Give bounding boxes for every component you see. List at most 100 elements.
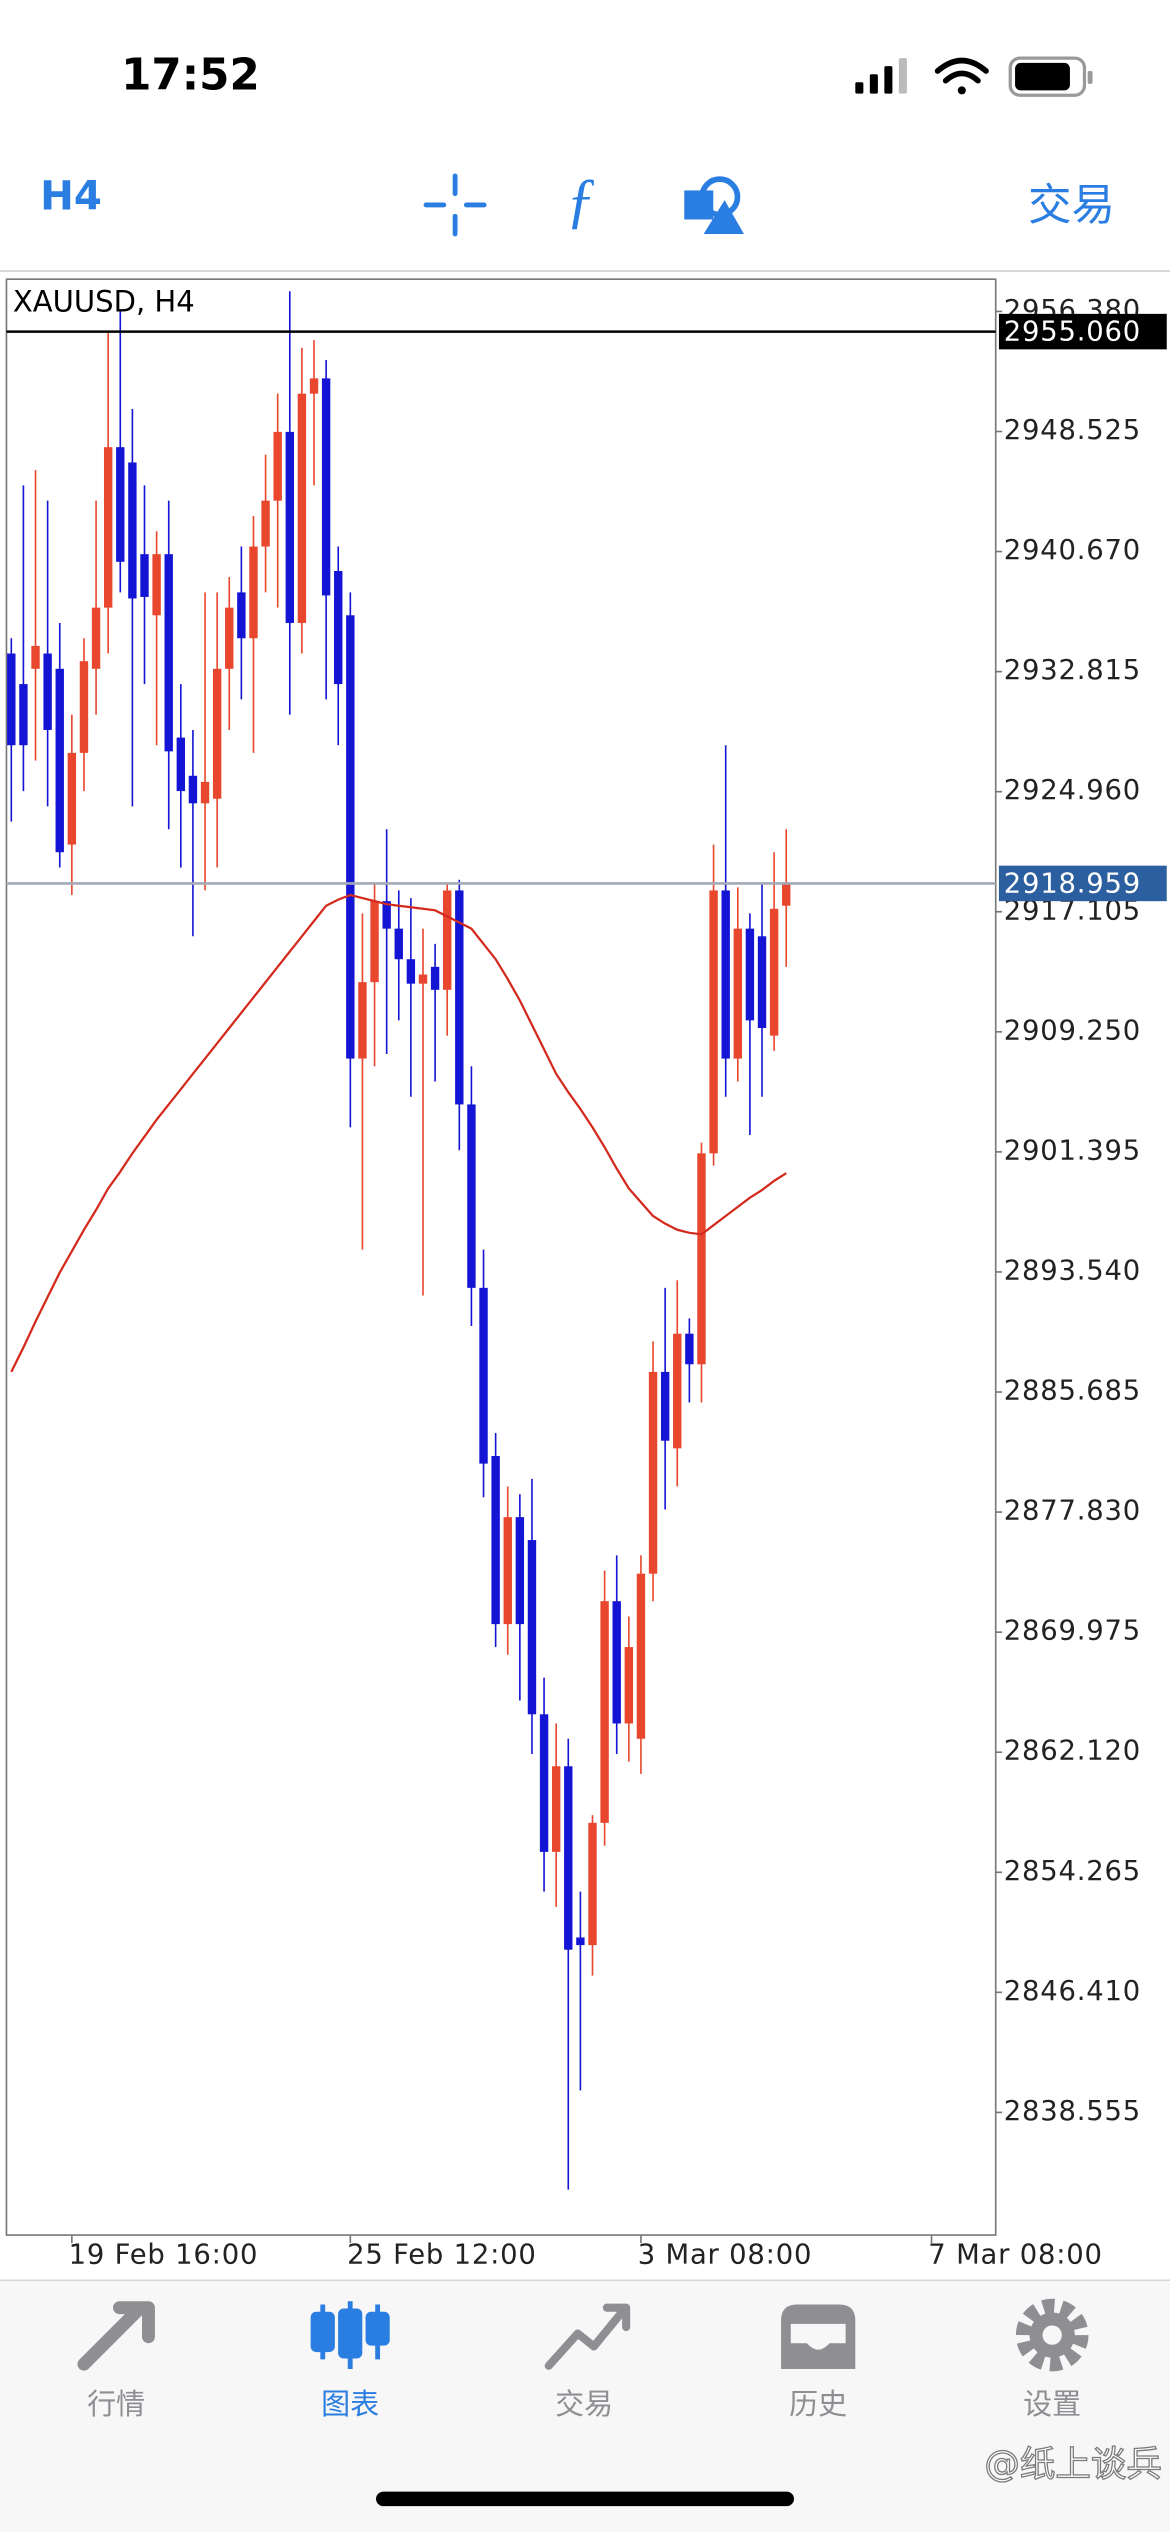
y-tick-label: 2940.670 — [1004, 535, 1141, 566]
x-tick-label: 19 Feb 16:00 — [69, 2240, 259, 2271]
status-time: 17:52 — [121, 50, 260, 100]
candle-body — [576, 1937, 585, 1946]
x-tick-label: 3 Mar 08:00 — [638, 2240, 813, 2271]
history-tab[interactable]: 历史 — [781, 2304, 856, 2421]
candle-body — [212, 668, 222, 799]
candle-body — [588, 1822, 597, 1946]
y-tick-label: 2901.395 — [1004, 1135, 1141, 1166]
candle-body — [164, 554, 173, 752]
candle-body — [394, 928, 403, 960]
y-tick-label: 2948.525 — [1004, 415, 1141, 446]
candle-body — [430, 966, 440, 990]
y-tick-label: 2854.265 — [1004, 1856, 1141, 1887]
candle-body — [745, 928, 755, 1021]
candle-body — [721, 890, 730, 1059]
x-tick-label: 7 Mar 08:00 — [928, 2240, 1103, 2271]
candle-body — [188, 775, 198, 804]
candle-body — [733, 928, 742, 1059]
trade-button[interactable]: 交易 — [1028, 181, 1115, 231]
candle-body — [43, 653, 52, 730]
candle-body — [455, 890, 464, 1105]
candle-body — [600, 1601, 609, 1823]
y-tick-label: 2846.410 — [1004, 1976, 1141, 2007]
tab-bar — [0, 2280, 1170, 2532]
candle-body — [31, 645, 40, 669]
tab-label: 图表 — [321, 2387, 379, 2421]
watermark: @纸上谈兵 — [984, 2444, 1162, 2485]
trade-tab[interactable]: 交易 — [544, 2303, 631, 2421]
price-label: 2918.959 — [1004, 869, 1141, 900]
candle-body — [346, 615, 355, 1059]
candle-body — [660, 1371, 670, 1441]
price-label-box — [998, 865, 1167, 902]
candle-body — [225, 607, 234, 669]
indicator-button[interactable]: ƒ — [566, 167, 597, 235]
candle-body — [527, 1540, 537, 1715]
y-tick-label: 2838.555 — [1004, 2096, 1141, 2127]
timeframe-button[interactable]: H4 — [40, 172, 102, 219]
candle-body — [334, 570, 343, 685]
candle-body — [782, 883, 791, 906]
candle-body — [648, 1371, 658, 1574]
signal-icon — [855, 58, 907, 94]
candle-body — [769, 908, 779, 1036]
candle-body — [116, 447, 125, 562]
y-tick-label: 2869.975 — [1004, 1616, 1141, 1647]
price-label-box — [998, 313, 1167, 350]
candle-body — [176, 737, 186, 792]
y-tick-label: 2877.830 — [1004, 1496, 1141, 1527]
candle-body — [443, 890, 452, 990]
candle-body — [636, 1573, 646, 1739]
candle-body — [697, 1153, 706, 1365]
candle-body — [515, 1517, 525, 1625]
candle-body — [237, 592, 246, 639]
objects-button[interactable] — [684, 176, 744, 234]
wifi-icon — [934, 57, 989, 95]
tab-label: 设置 — [1023, 2387, 1081, 2421]
candle-body — [418, 974, 428, 984]
y-tick-label: 2893.540 — [1004, 1255, 1141, 1286]
candle-body — [285, 431, 294, 623]
chart-tab[interactable]: 图表 — [310, 2301, 390, 2421]
candle-body — [273, 431, 282, 501]
candle-body — [200, 781, 210, 804]
home-indicator — [376, 2491, 794, 2507]
candle-body — [249, 546, 258, 639]
candle-body — [491, 1455, 500, 1625]
y-tick-label: 2885.685 — [1004, 1376, 1141, 1407]
candle-body — [624, 1647, 634, 1724]
settings-tab[interactable]: 设置 — [1015, 2298, 1089, 2421]
quotes-tab[interactable]: 行情 — [77, 2301, 155, 2421]
candle-body — [709, 890, 718, 1154]
candle-body — [140, 554, 149, 597]
candle-body — [685, 1333, 694, 1365]
candle-body — [67, 752, 77, 845]
candle-body — [564, 1766, 573, 1950]
candle-body — [503, 1517, 512, 1625]
tab-label: 交易 — [555, 2387, 613, 2421]
y-tick-label: 2909.250 — [1004, 1015, 1141, 1046]
candle-body — [128, 462, 137, 599]
candle-body — [321, 378, 331, 596]
candle-body — [103, 447, 113, 608]
crosshair-button[interactable] — [423, 173, 487, 237]
candle-body — [673, 1333, 682, 1449]
y-tick-label: 2924.960 — [1004, 775, 1141, 806]
moving-average — [10, 893, 787, 1373]
chart-title: XAUUSD, H4 — [13, 284, 195, 318]
candle-body — [309, 378, 319, 394]
candle-body — [539, 1714, 549, 1852]
candle-body — [612, 1601, 621, 1724]
chart-frame — [5, 278, 997, 2236]
candle-body — [91, 607, 101, 669]
candle-body — [551, 1766, 561, 1852]
tab-label: 行情 — [87, 2387, 145, 2421]
candle-body — [79, 661, 89, 753]
candle-body — [358, 982, 367, 1059]
candle-body — [55, 668, 64, 853]
candle-body — [370, 901, 379, 983]
y-tick-label: 2862.120 — [1004, 1736, 1141, 1767]
candle-body — [152, 554, 161, 616]
